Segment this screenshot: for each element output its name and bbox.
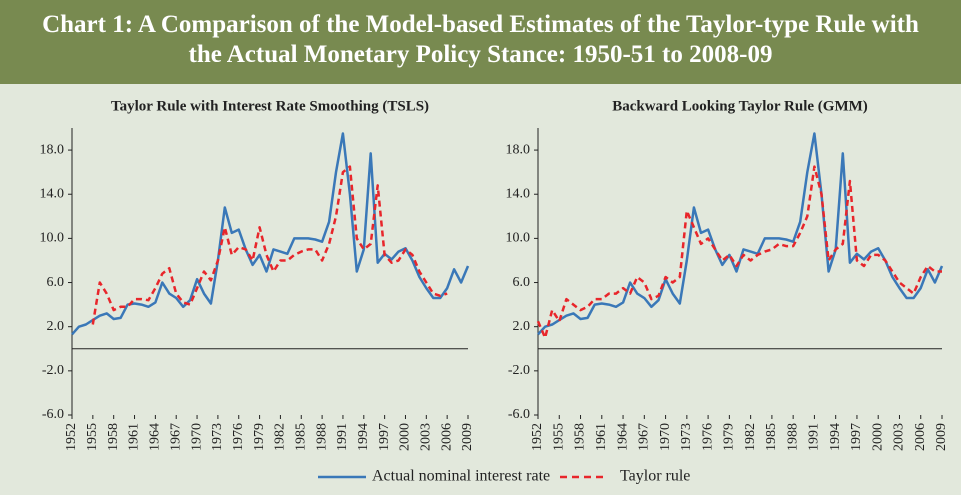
x-tick-label: 1958	[573, 423, 588, 451]
x-tick-label: 1988	[785, 423, 800, 451]
x-tick-label: 1958	[106, 423, 121, 451]
x-tick-label: 1982	[273, 423, 288, 451]
x-tick-label: 2009	[460, 423, 475, 451]
y-tick-label: 18.0	[506, 142, 531, 157]
x-tick-label: 1964	[148, 423, 163, 451]
x-tick-label: 1976	[700, 423, 715, 451]
x-tick-label: 1994	[356, 423, 371, 451]
x-tick-label: 2000	[398, 423, 413, 451]
y-tick-label: 14.0	[40, 186, 65, 201]
x-tick-label: 1961	[594, 423, 609, 451]
y-tick-label: 18.0	[40, 142, 65, 157]
x-tick-label: 2009	[934, 423, 949, 451]
x-tick-label: 1997	[849, 423, 864, 451]
x-tick-label: 1973	[210, 423, 225, 451]
x-tick-label: 1979	[252, 423, 267, 451]
chart-title: Chart 1: A Comparison of the Model-based…	[0, 0, 961, 84]
x-tick-label: 1985	[764, 423, 779, 451]
x-tick-label: 1985	[293, 423, 308, 451]
x-tick-label: 1973	[679, 423, 694, 451]
y-tick-label: 14.0	[506, 186, 531, 201]
y-tick-label: 6.0	[47, 275, 65, 290]
x-tick-label: 1997	[377, 423, 392, 451]
panel-title: Taylor Rule with Interest Rate Smoothing…	[111, 98, 429, 114]
x-tick-label: 2003	[892, 423, 907, 451]
y-tick-label: 6.0	[513, 275, 531, 290]
legend-label: Actual nominal interest rate	[372, 468, 550, 485]
x-tick-label: 1955	[551, 423, 566, 451]
series-line	[91, 165, 448, 325]
x-tick-label: 1964	[615, 423, 630, 451]
x-tick-label: 1967	[637, 423, 652, 451]
y-tick-label: 2.0	[47, 319, 65, 334]
panel-title: Backward Looking Taylor Rule (GMM)	[612, 98, 868, 114]
y-tick-label: -6.0	[42, 407, 64, 422]
x-tick-label: 2006	[913, 423, 928, 451]
y-tick-label: 2.0	[513, 319, 531, 334]
x-tick-label: 1991	[807, 423, 822, 451]
x-tick-label: 1967	[168, 423, 183, 451]
x-tick-label: 1955	[85, 423, 100, 451]
x-tick-label: 1970	[189, 423, 204, 451]
series-line	[71, 132, 470, 336]
legend-label: Taylor rule	[620, 468, 690, 485]
y-tick-label: 10.0	[506, 231, 531, 246]
y-tick-label: -2.0	[42, 363, 64, 378]
x-tick-label: 2003	[419, 423, 434, 451]
x-tick-label: 2000	[870, 423, 885, 451]
x-tick-label: 1991	[335, 423, 350, 451]
x-tick-label: 1976	[231, 423, 246, 451]
x-tick-label: 1979	[722, 423, 737, 451]
x-tick-label: 2006	[439, 423, 454, 451]
x-tick-label: 1952	[530, 423, 545, 451]
x-tick-label: 1952	[64, 423, 79, 451]
series-line	[536, 165, 942, 339]
y-tick-label: 10.0	[40, 231, 65, 246]
x-tick-label: 1988	[314, 423, 329, 451]
x-tick-label: 1970	[658, 423, 673, 451]
series-line	[537, 132, 944, 336]
y-tick-label: -6.0	[508, 407, 530, 422]
x-tick-label: 1961	[127, 423, 142, 451]
x-tick-label: 1982	[743, 423, 758, 451]
y-tick-label: -2.0	[508, 363, 530, 378]
x-tick-label: 1994	[828, 423, 843, 451]
